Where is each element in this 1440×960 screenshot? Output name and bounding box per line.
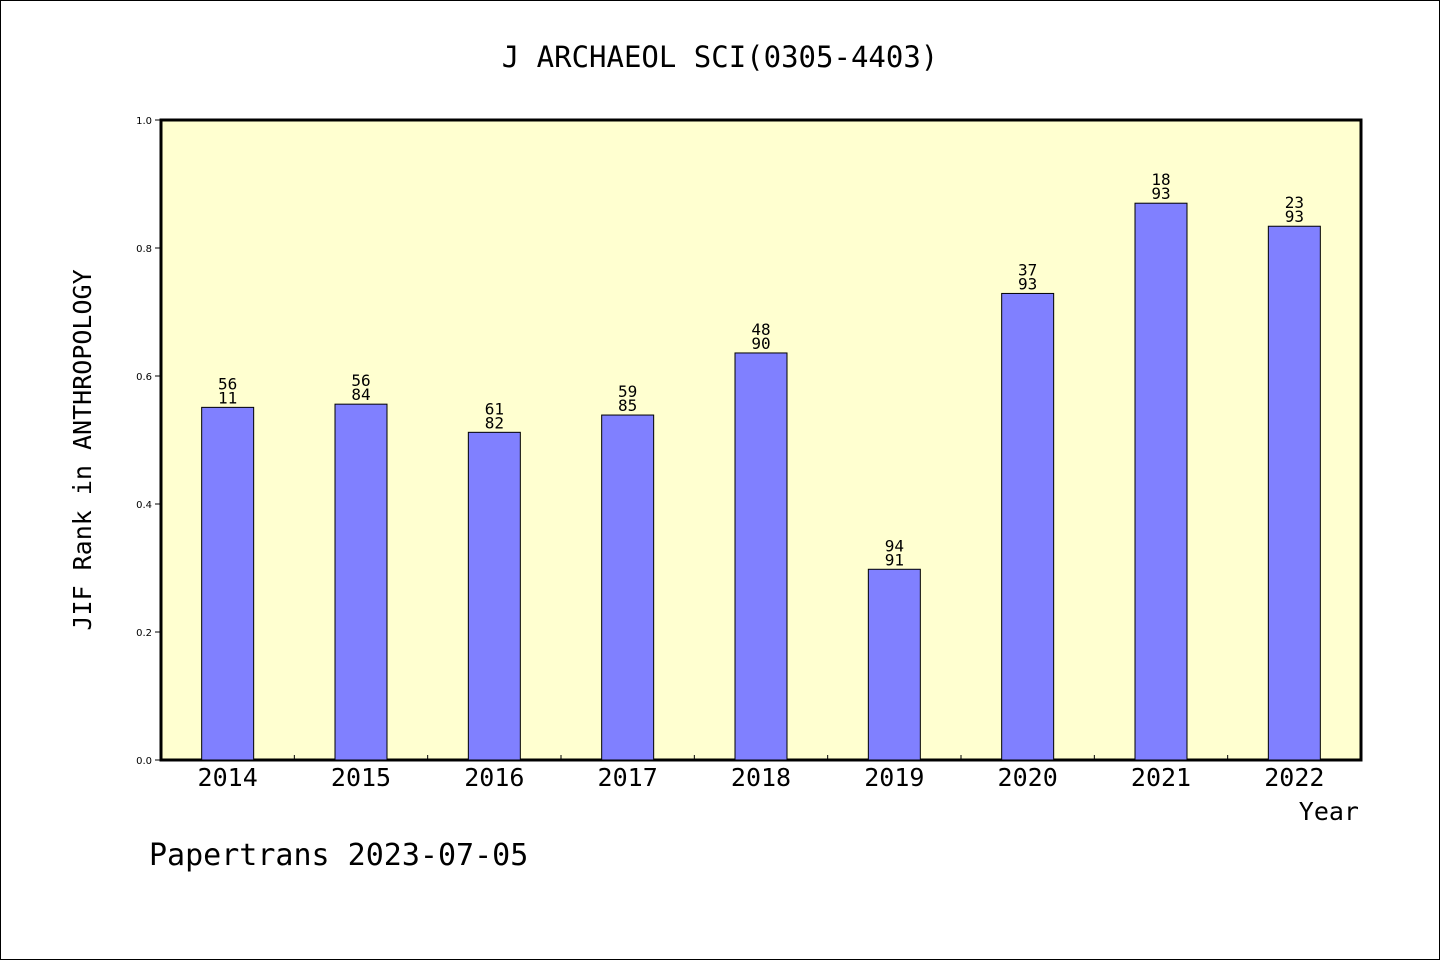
bar-2018 (734, 352, 788, 761)
bar-2022 (1267, 225, 1321, 761)
bar-2021 (1134, 202, 1188, 761)
y-axis: 0.0 0.2 0.4 0.6 0.8 1.0 (136, 116, 161, 767)
x-tick-label-2014: 2014 (198, 763, 258, 792)
bar-label-bottom-2014: 11 (218, 388, 237, 407)
bar-label-top-2018: 48 (751, 320, 770, 339)
y-tick-label-2: 0.4 (136, 500, 152, 511)
bar-2020 (1001, 292, 1055, 761)
y-tick-label-4: 0.8 (136, 244, 152, 255)
bar-label-bottom-2020: 93 (1018, 274, 1037, 293)
bar-2019 (867, 568, 921, 761)
bar-label-bottom-2015: 84 (351, 385, 370, 404)
bar-2014 (201, 406, 255, 761)
chart-title: J ARCHAEOL SCI(0305-4403) (502, 40, 939, 74)
x-tick-label-2018: 2018 (731, 763, 791, 792)
x-tick-label-2020: 2020 (998, 763, 1058, 792)
footer-watermark: Papertrans 2023-07-05 (149, 838, 528, 873)
x-axis: 2014 2015 2016 2017 2018 2019 2020 2021 2022 (198, 755, 1324, 792)
y-tick-label-0: 0.0 (136, 756, 152, 767)
bar-label-top-2021: 18 (1151, 170, 1170, 189)
x-tick-label-2016: 2016 (464, 763, 524, 792)
y-axis-label: JIF Rank in ANTHROPOLOGY (68, 269, 97, 630)
bar-label-bottom-2019: 91 (885, 550, 904, 569)
y-tick-label-1: 0.2 (136, 628, 152, 639)
bar-label-top-2017: 59 (618, 382, 637, 401)
bar-label-bottom-2021: 93 (1151, 184, 1170, 203)
x-axis-label: Year (1299, 797, 1359, 826)
bar-label-bottom-2016: 82 (485, 413, 504, 432)
bar-label-top-2019: 94 (885, 536, 904, 555)
bar-2017 (601, 414, 655, 761)
y-tick-label-5: 1.0 (136, 116, 152, 127)
bar-label-top-2015: 56 (351, 371, 370, 390)
x-tick-label-2017: 2017 (598, 763, 658, 792)
x-tick-label-2021: 2021 (1131, 763, 1191, 792)
x-tick-label-2015: 2015 (331, 763, 391, 792)
bars-group (201, 202, 1321, 761)
bar-label-bottom-2022: 93 (1285, 207, 1304, 226)
bar-label-top-2016: 61 (485, 399, 504, 418)
y-tick-label-3: 0.6 (136, 372, 152, 383)
bar-2016 (467, 431, 521, 761)
x-tick-label-2019: 2019 (864, 763, 924, 792)
bar-label-bottom-2017: 85 (618, 396, 637, 415)
bar-label-top-2020: 37 (1018, 260, 1037, 279)
bar-2015 (334, 403, 388, 761)
bar-label-top-2022: 23 (1285, 193, 1304, 212)
bar-label-bottom-2018: 90 (751, 334, 770, 353)
x-tick-label-2022: 2022 (1264, 763, 1324, 792)
bar-label-top-2014: 56 (218, 374, 237, 393)
